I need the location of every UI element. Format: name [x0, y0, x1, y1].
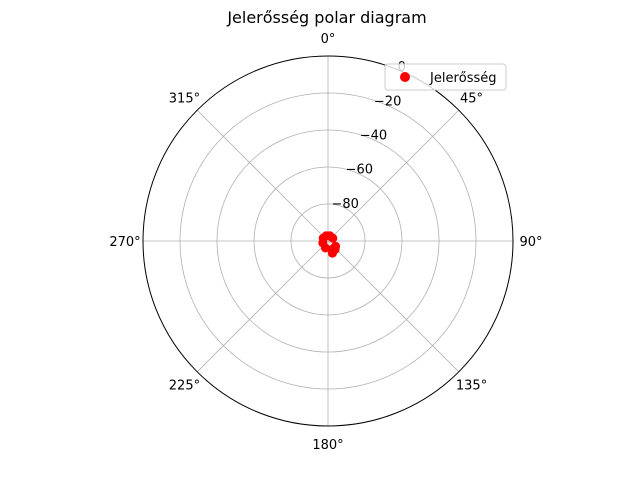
legend-marker: [400, 72, 410, 82]
theta-tick-label: 315°: [169, 91, 200, 106]
data-point: [320, 243, 330, 253]
radial-gridline: [327, 240, 460, 373]
theta-tick-label: 135°: [456, 379, 487, 394]
theta-tick-label: 45°: [460, 91, 483, 106]
theta-tick-label: 225°: [169, 379, 200, 394]
r-tick-label: −80: [331, 197, 358, 212]
ring-gridline: [290, 203, 366, 279]
radial-gridline: [196, 240, 329, 373]
r-tick-label: −40: [360, 128, 387, 143]
r-tick-label: −60: [346, 163, 373, 178]
legend: Jelerősség: [384, 63, 507, 91]
ring-gridline: [179, 92, 477, 390]
chart-title: Jelerősség polar diagram: [226, 8, 426, 27]
data-layer: [318, 231, 341, 258]
theta-tick-label: 0°: [321, 32, 336, 47]
data-point: [331, 241, 341, 251]
polar-grid: [142, 55, 514, 427]
theta-tick-label: 270°: [109, 235, 140, 250]
polar-frame: [142, 55, 514, 427]
radial-gridline: [196, 109, 329, 242]
ring-gridline: [253, 166, 403, 316]
radial-gridline: [327, 109, 460, 242]
theta-tick-label: 180°: [312, 438, 343, 453]
theta-tick-label: 90°: [519, 235, 542, 250]
legend-frame: [384, 63, 507, 91]
legend-label-jelerosseg: Jelerősség: [429, 71, 497, 86]
ring-gridline: [216, 129, 440, 353]
data-point: [327, 248, 337, 258]
r-tick-label: −20: [374, 94, 401, 109]
